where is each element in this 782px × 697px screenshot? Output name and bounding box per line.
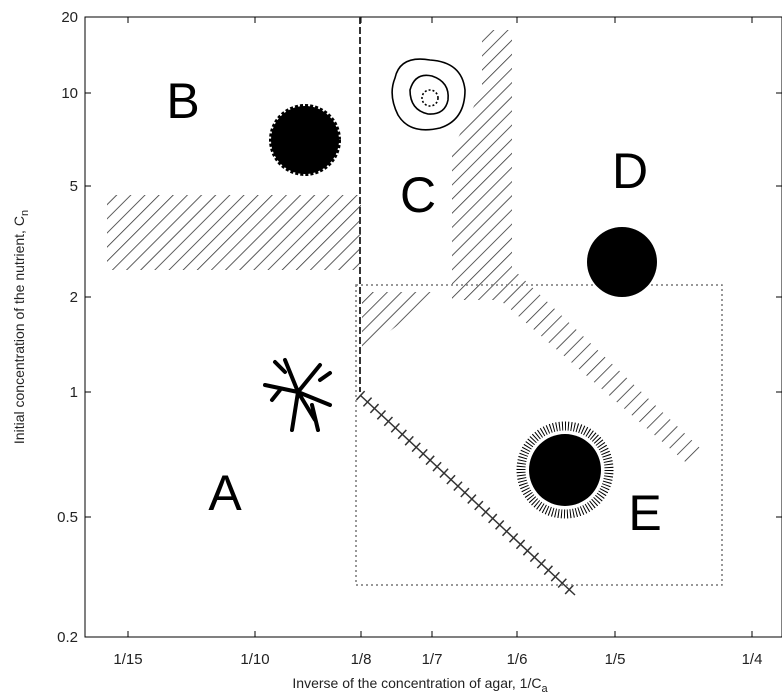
x-tick-label: 1/6 [507, 651, 528, 668]
y-tick-label: 1 [70, 384, 78, 401]
y-axis-title-sub: n [19, 210, 31, 216]
x-tick-label: 1/7 [422, 651, 443, 668]
y-axis-title-text: Initial concentration of the nutrient, C [11, 216, 27, 444]
region-label: E [628, 485, 661, 541]
region-label: A [208, 465, 242, 521]
y-tick-label: 0.5 [57, 509, 78, 526]
y-tick-label: 20 [61, 9, 78, 26]
y-tick-label: 5 [70, 178, 78, 195]
x-tick-label: 1/10 [240, 651, 269, 668]
y-tick-label: 10 [61, 85, 78, 102]
x-tick-label: 1/4 [742, 651, 763, 668]
x-tick-label: 1/15 [113, 651, 142, 668]
x-axis-title-sub: a [541, 683, 548, 695]
region-label: C [400, 167, 436, 223]
y-axis-title: Initial concentration of the nutrient, C… [11, 210, 31, 444]
region-label: B [166, 73, 199, 129]
x-axis-title: Inverse of the concentration of agar, 1/… [292, 675, 548, 695]
x-tick-label: 1/5 [605, 651, 626, 668]
x-axis-title-text: Inverse of the concentration of agar, 1/… [292, 675, 541, 691]
regions-drawing [107, 17, 723, 600]
x-tick-label: 1/8 [351, 651, 372, 668]
y-tick-label: 2 [70, 289, 78, 306]
plot-frame [84, 16, 782, 638]
y-tick-label: 0.2 [57, 629, 78, 646]
region-label: D [612, 143, 648, 199]
